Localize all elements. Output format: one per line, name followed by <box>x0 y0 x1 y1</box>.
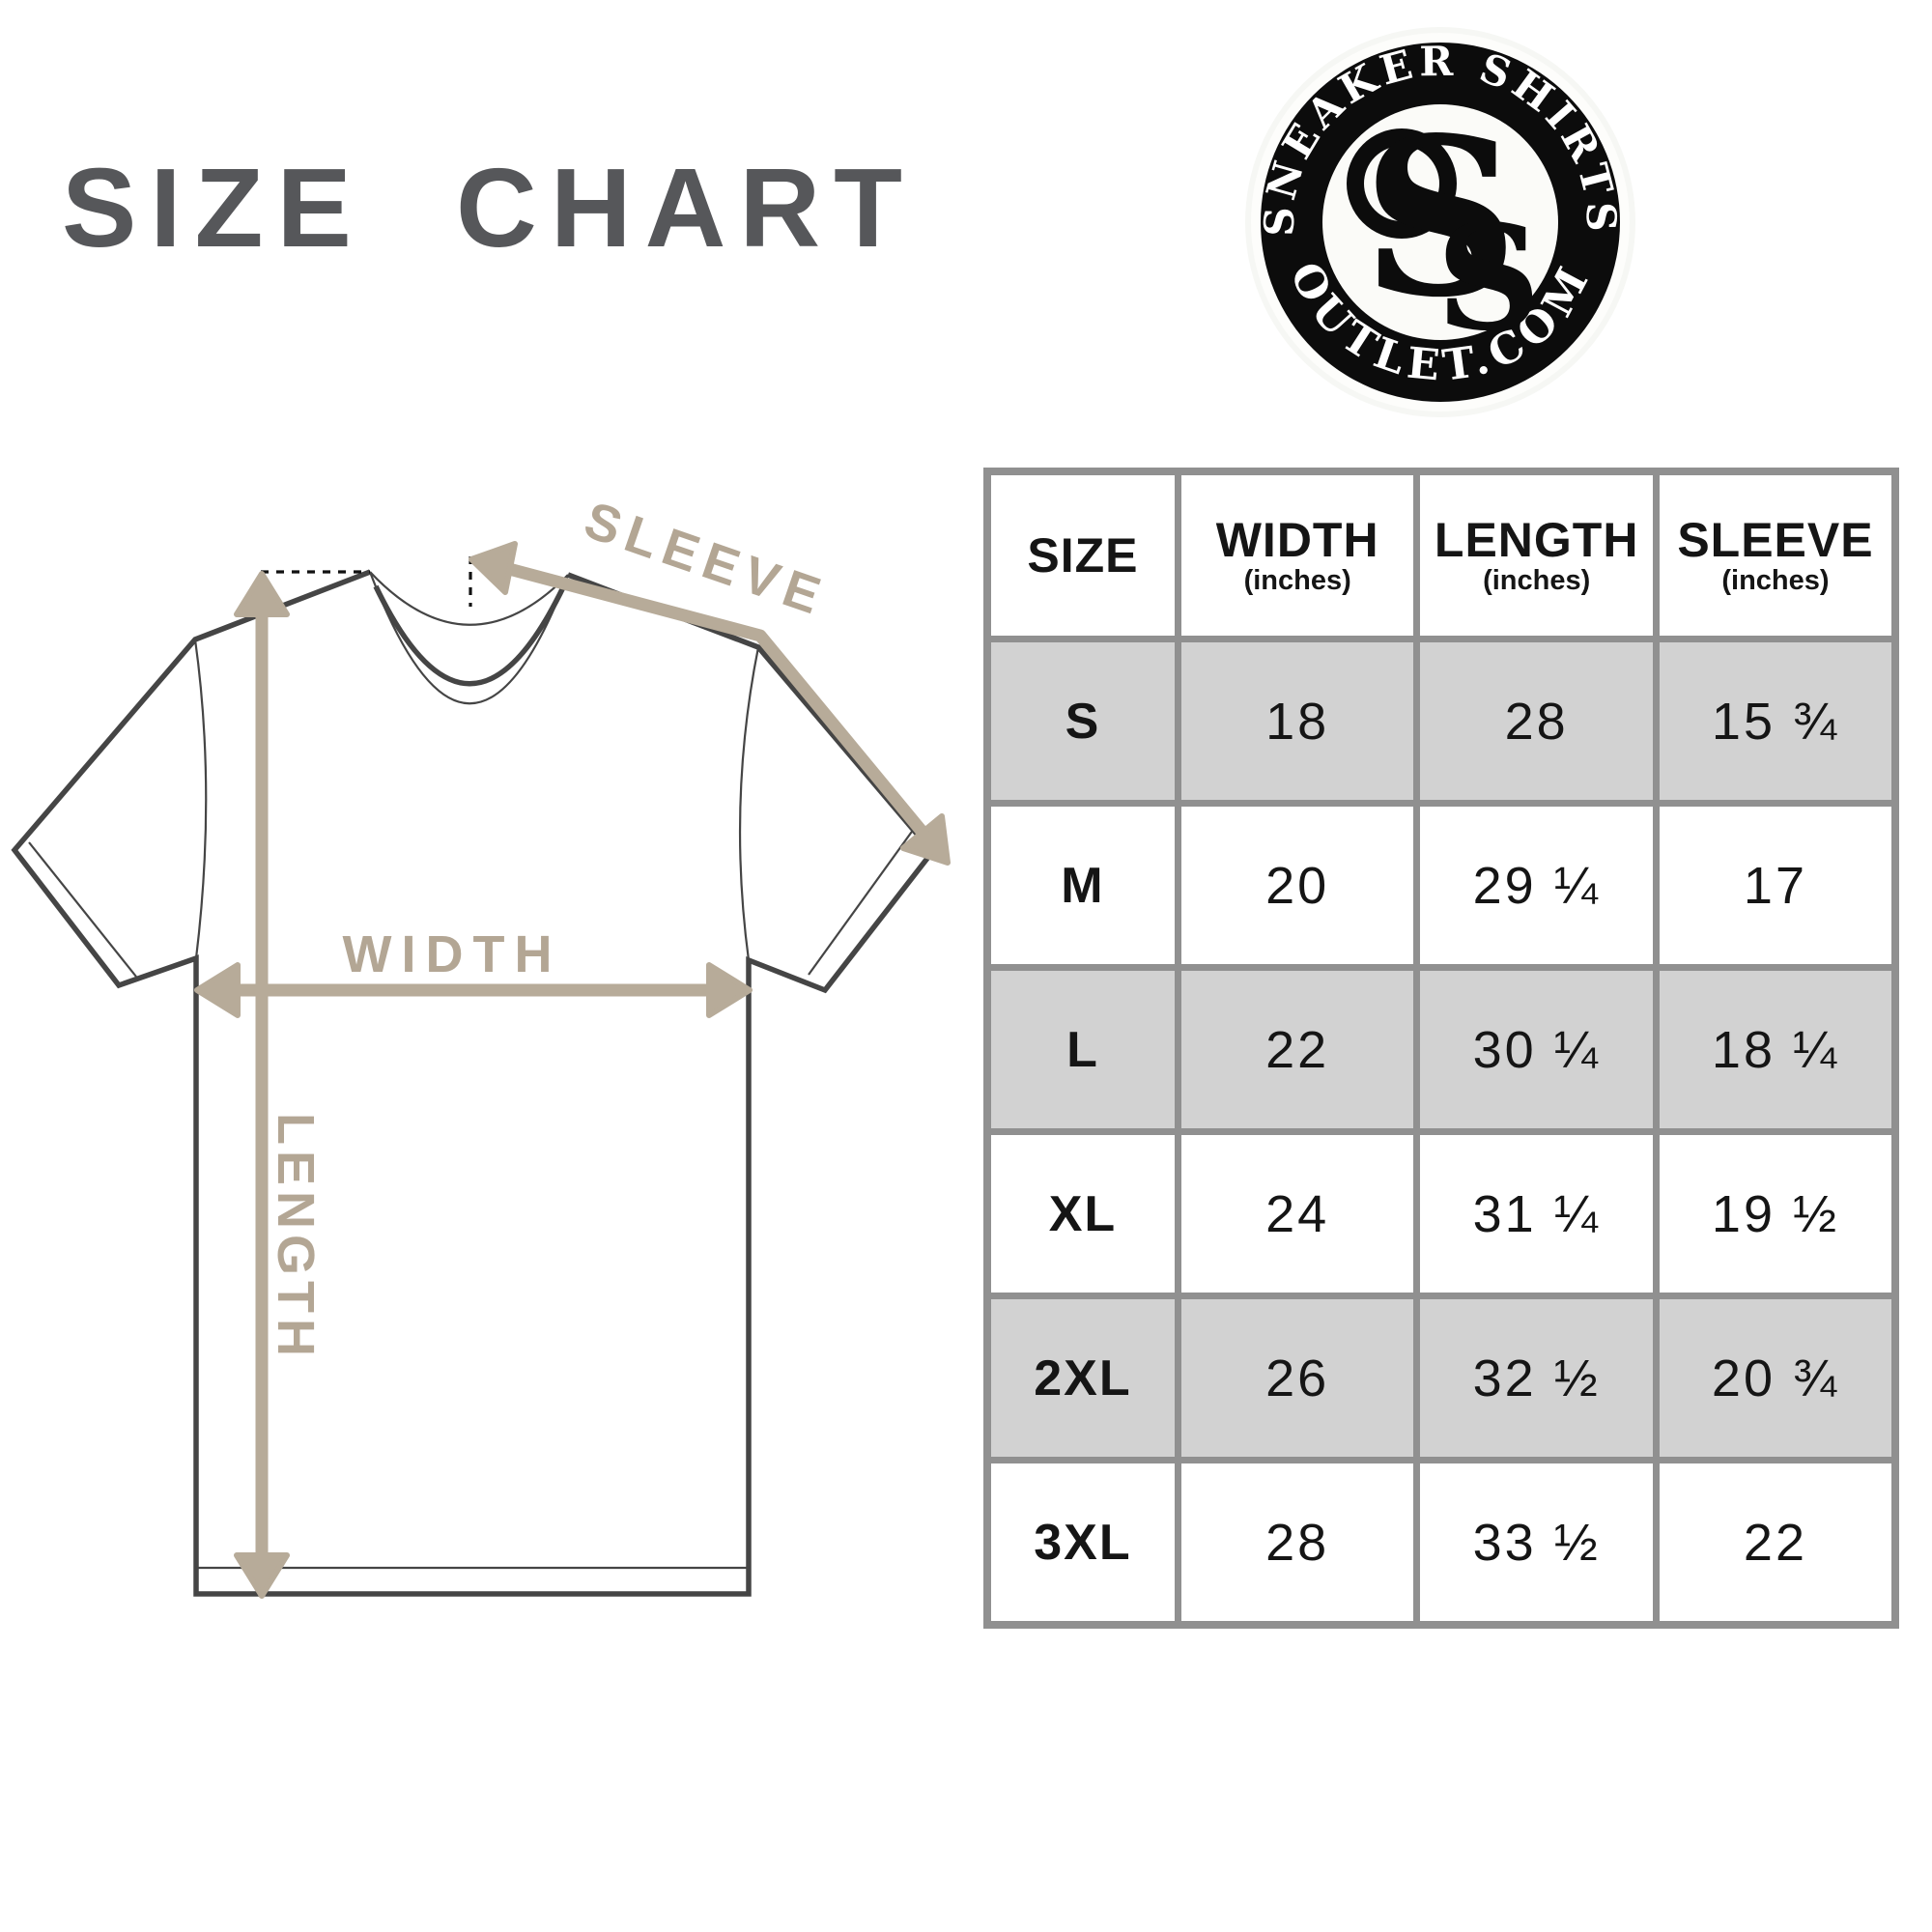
width-cell: 26 <box>1174 1293 1421 1463</box>
header-length: LENGTH (inches) <box>1413 468 1660 642</box>
length-label: LENGTH <box>267 1113 325 1362</box>
size-cell: L <box>983 964 1181 1135</box>
sleeve-cell: 22 <box>1652 1457 1899 1629</box>
sleeve-cell: 20 ¾ <box>1652 1293 1899 1463</box>
width-cell: 28 <box>1174 1457 1421 1629</box>
sleeve-cell: 17 <box>1652 800 1899 971</box>
table-header-row: SIZE WIDTH (inches) LENGTH (inches) SLEE… <box>983 468 1899 642</box>
header-sleeve: SLEEVE (inches) <box>1652 468 1899 642</box>
width-arrow <box>194 962 753 1018</box>
table-row: 2XL 26 32 ½ 20 ¾ <box>983 1293 1899 1463</box>
width-cell: 24 <box>1174 1128 1421 1299</box>
width-cell: 22 <box>1174 964 1421 1135</box>
page-title: SIZE CHART <box>62 145 916 270</box>
collar-back-curve <box>369 571 569 626</box>
sleeve-cell: 15 ¾ <box>1652 636 1899 807</box>
table-row: S 18 28 15 ¾ <box>983 636 1899 807</box>
width-label: WIDTH <box>343 925 562 983</box>
size-cell: XL <box>983 1128 1181 1299</box>
tshirt-measurement-diagram: WIDTH LENGTH SLEEVE <box>11 491 951 1599</box>
table-row: L 22 30 ¼ 18 ¼ <box>983 964 1899 1135</box>
size-cell: S <box>983 636 1181 807</box>
length-cell: 29 ¼ <box>1413 800 1660 971</box>
collar-front-curve <box>373 584 566 687</box>
monogram-s1: S <box>1362 91 1520 346</box>
header-size: SIZE <box>983 468 1181 642</box>
logo-monogram: S S <box>1347 91 1541 363</box>
left-cuff-seam <box>28 841 137 978</box>
length-cell: 31 ¼ <box>1413 1128 1660 1299</box>
length-cell: 30 ¼ <box>1413 964 1660 1135</box>
table-row: 3XL 28 33 ½ 22 <box>983 1457 1899 1629</box>
length-cell: 32 ½ <box>1413 1293 1660 1463</box>
length-cell: 33 ½ <box>1413 1457 1660 1629</box>
width-cell: 20 <box>1174 800 1421 971</box>
size-cell: 2XL <box>983 1293 1181 1463</box>
tshirt-body-fill <box>14 572 932 1594</box>
table-row: M 20 29 ¼ 17 <box>983 800 1899 971</box>
width-cell: 18 <box>1174 636 1421 807</box>
size-cell: M <box>983 800 1181 971</box>
brand-logo: SNEAKER SHIRTS OUTLET.COM S S <box>1245 27 1635 417</box>
length-cell: 28 <box>1413 636 1660 807</box>
sleeve-cell: 19 ½ <box>1652 1128 1899 1299</box>
left-armhole-seam <box>193 639 208 959</box>
collar-outer-curve <box>368 571 570 705</box>
header-width: WIDTH (inches) <box>1174 468 1421 642</box>
sleeve-arrow <box>469 541 951 866</box>
size-cell: 3XL <box>983 1457 1181 1629</box>
sleeve-cell: 18 ¼ <box>1652 964 1899 1135</box>
right-cuff-seam <box>808 828 915 976</box>
monogram-s2: S <box>1436 193 1541 363</box>
length-arrow <box>234 571 290 1599</box>
right-armhole-seam <box>738 646 760 961</box>
table-row: XL 24 31 ¼ 19 ½ <box>983 1128 1899 1299</box>
size-table: SIZE WIDTH (inches) LENGTH (inches) SLEE… <box>983 468 1899 1629</box>
monogram-o-icon <box>1347 128 1457 239</box>
